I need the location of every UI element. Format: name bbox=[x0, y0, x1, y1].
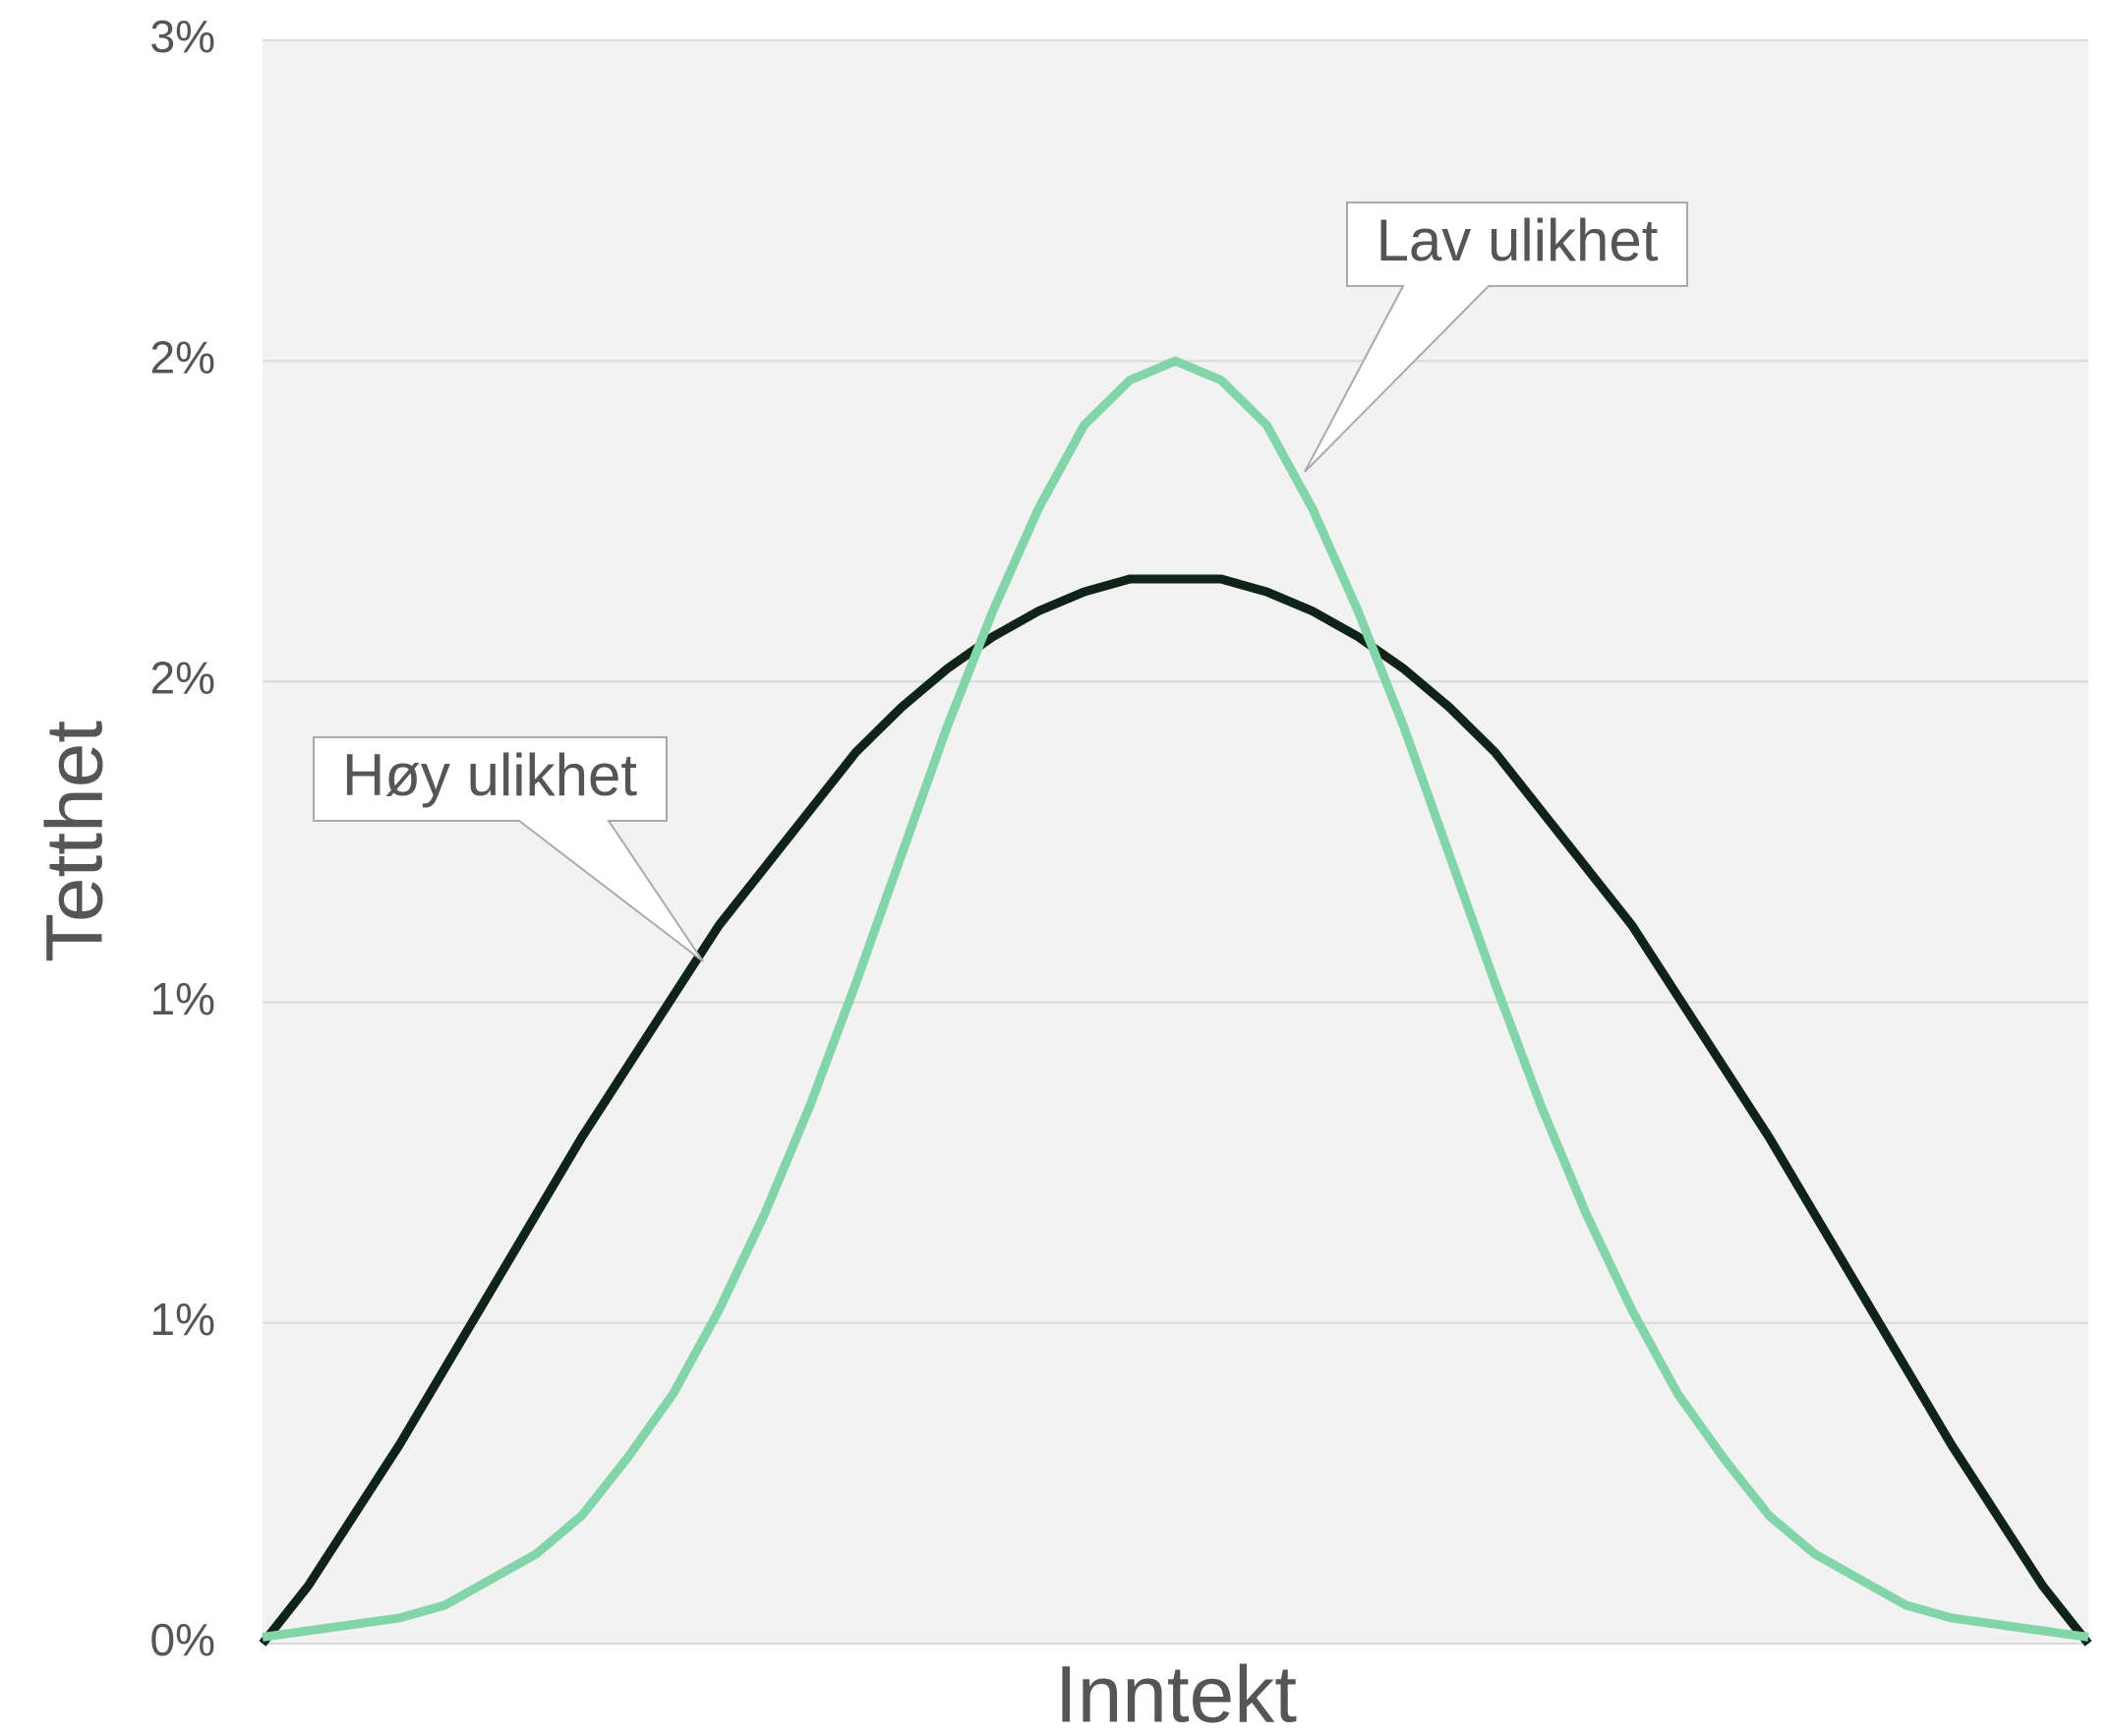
line-series bbox=[262, 356, 2089, 1642]
callout: Lav ulikhet bbox=[1304, 202, 1688, 473]
x-axis-title: Inntekt bbox=[1055, 1650, 1297, 1736]
callout-box bbox=[1304, 202, 1688, 473]
line-series bbox=[259, 574, 2092, 1647]
y-tick-label: 2% bbox=[150, 331, 215, 382]
y-tick-label: 0% bbox=[150, 1614, 215, 1665]
y-tick-label: 1% bbox=[150, 1294, 215, 1345]
callout: Høy ulikhet bbox=[313, 736, 704, 962]
callout-box bbox=[313, 736, 704, 962]
plot-area bbox=[263, 40, 2088, 1644]
y-tick-label: 3% bbox=[150, 11, 215, 62]
y-tick-label: 2% bbox=[150, 653, 215, 704]
callout-text: Høy ulikhet bbox=[342, 742, 637, 808]
callout-text: Lav ulikhet bbox=[1377, 207, 1659, 273]
y-axis-title: Tetthet bbox=[30, 721, 120, 962]
lines bbox=[259, 356, 2092, 1647]
y-tick-label: 1% bbox=[150, 973, 215, 1024]
